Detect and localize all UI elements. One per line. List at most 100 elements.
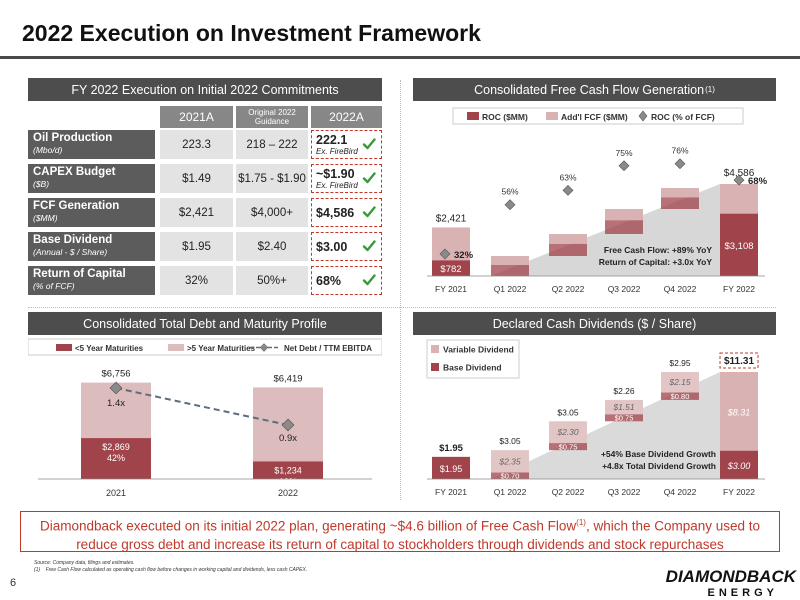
logo-line1: DIAMONDBACK bbox=[666, 567, 798, 586]
row-label-1: CAPEX Budget ($B) bbox=[28, 164, 155, 193]
cell-2022a-value: 68% bbox=[316, 273, 342, 288]
div-x-tick: Q3 2022 bbox=[608, 487, 641, 497]
row-label-sub: (Annual - $ / Share) bbox=[33, 247, 108, 257]
fcf-header: Consolidated Free Cash Flow Generation (1… bbox=[413, 78, 776, 101]
div-base-label: $0.75 bbox=[559, 443, 578, 452]
fcf-bar-roc bbox=[549, 243, 587, 256]
fcf-pct-marker bbox=[504, 199, 516, 211]
debt-short-label: $2,869 bbox=[102, 442, 130, 452]
div-legend-box bbox=[426, 339, 520, 379]
fcf-legend-box bbox=[452, 107, 744, 125]
div-bar-base bbox=[661, 392, 699, 400]
div-bar-base bbox=[720, 450, 758, 479]
fcf-pct-label: 76% bbox=[671, 146, 688, 156]
cell-2021a: 32% bbox=[160, 266, 233, 295]
cell-guidance: $1.75 - $1.90 bbox=[236, 164, 308, 193]
debt-legend-diamond bbox=[259, 343, 269, 352]
fcf-pct-label: 56% bbox=[501, 187, 518, 197]
div-total-label: $2.95 bbox=[669, 358, 691, 368]
fcf-pct-marker bbox=[733, 174, 745, 186]
col-2022a: 2022A bbox=[311, 106, 382, 128]
div-base-label: $1.95 bbox=[440, 464, 463, 474]
fcf-legend-addl: Add'l FCF ($MM) bbox=[561, 112, 628, 122]
row-label-sub: ($B) bbox=[33, 179, 50, 189]
debt-bar-short bbox=[253, 461, 323, 479]
div-base-label: $3.00 bbox=[727, 461, 751, 471]
div-variable-label: $2.15 bbox=[668, 377, 691, 387]
row-label-2: FCF Generation ($MM) bbox=[28, 198, 155, 227]
callout-sup: (1) bbox=[576, 518, 586, 527]
div-annotation-1: +54% Base Dividend Growth bbox=[601, 449, 716, 459]
div-bar-variable bbox=[605, 399, 643, 415]
check-icon bbox=[362, 172, 376, 184]
debt-header: Consolidated Total Debt and Maturity Pro… bbox=[28, 312, 382, 335]
logo-line2: ENERGY bbox=[708, 587, 778, 599]
div-bar-base bbox=[432, 456, 470, 479]
debt-legend-short: <5 Year Maturities bbox=[75, 344, 144, 353]
dividend-header-text: Declared Cash Dividends ($ / Share) bbox=[492, 316, 697, 331]
fcf-bar-roc bbox=[661, 197, 699, 209]
callout-text-1: Diamondback executed on its initial 2022… bbox=[39, 518, 577, 534]
footnote-1: (1) Free Cash Flow calculated as operati… bbox=[34, 567, 307, 574]
debt-legend-swatch-long bbox=[168, 344, 184, 351]
fcf-x-tick: Q2 2022 bbox=[552, 284, 585, 294]
fcf-pct-marker bbox=[439, 248, 451, 260]
debt-x-tick: 2021 bbox=[106, 488, 126, 498]
row-label-sub: (% of FCF) bbox=[33, 281, 75, 291]
cell-guidance: $4,000+ bbox=[236, 198, 308, 227]
fcf-x-tick: FY 2022 bbox=[723, 284, 755, 294]
debt-ratio-marker bbox=[109, 381, 123, 395]
div-total-label: $2.26 bbox=[613, 386, 635, 396]
cell-2022a-value: $3.00 bbox=[316, 239, 348, 254]
fcf-bar-roc bbox=[605, 220, 643, 234]
div-total-label: $1.95 bbox=[439, 443, 463, 454]
div-total-label: $11.31 bbox=[724, 356, 754, 367]
div-variable-label: $8.31 bbox=[727, 407, 751, 417]
div-bar-base bbox=[605, 414, 643, 422]
row-label-main: Return of Capital bbox=[33, 268, 126, 280]
col-guidance-line1: Original 2022 bbox=[248, 108, 296, 117]
fcf-legend-pct: ROC (% of FCF) bbox=[651, 112, 715, 122]
fcf-bar-addl bbox=[549, 234, 587, 244]
footnote-1-num: (1) bbox=[34, 567, 41, 573]
fcf-x-tick: Q1 2022 bbox=[494, 284, 527, 294]
fcf-annotation-2: Return of Capital: +3.0x YoY bbox=[599, 257, 713, 267]
div-variable-label: $2.30 bbox=[556, 427, 579, 437]
cell-2022a: 68% bbox=[311, 266, 382, 295]
fcf-pct-label: 68% bbox=[748, 176, 768, 187]
fcf-pct-label: 63% bbox=[559, 172, 576, 182]
summary-callout: Diamondback executed on its initial 2022… bbox=[20, 511, 780, 552]
check-icon bbox=[362, 274, 376, 286]
cell-guidance: 218 – 222 bbox=[236, 130, 308, 159]
fcf-x-tick: Q4 2022 bbox=[664, 284, 697, 294]
debt-chart: <5 Year Maturities >5 Year Maturities Net … bbox=[28, 338, 382, 498]
debt-total-label: $6,419 bbox=[273, 373, 302, 384]
cell-2021a: $2,421 bbox=[160, 198, 233, 227]
fcf-chart: ROC ($MM) Add'l FCF ($MM) ROC (% of FCF) $2… bbox=[427, 107, 768, 294]
div-legend-swatch-base bbox=[431, 363, 439, 371]
cell-2021a: 223.3 bbox=[160, 130, 233, 159]
div-variable-label: $1.51 bbox=[612, 402, 635, 412]
debt-legend-swatch-short bbox=[56, 344, 72, 351]
row-label-sub: (Mbo/d) bbox=[33, 145, 63, 155]
div-bar-variable bbox=[491, 450, 529, 473]
commitments-header-text: FY 2022 Execution on Initial 2022 Commit… bbox=[71, 82, 339, 97]
div-base-label: $0.70 bbox=[501, 472, 520, 481]
div-bar-base bbox=[549, 443, 587, 451]
col-guidance-line2: Guidance bbox=[254, 117, 290, 126]
fcf-header-sup: (1) bbox=[705, 85, 715, 94]
div-bar-variable bbox=[549, 421, 587, 444]
cell-2022a-note: Ex. FireBird bbox=[316, 181, 358, 190]
div-x-tick: Q4 2022 bbox=[664, 487, 697, 497]
dividend-chart: Variable Dividend Base Dividend $1.95 $1.95… bbox=[426, 339, 765, 497]
cell-2022a-value: ~$1.90 bbox=[316, 167, 355, 181]
fcf-bar-roc bbox=[491, 265, 529, 276]
div-x-tick: FY 2022 bbox=[723, 487, 755, 497]
check-icon bbox=[362, 138, 376, 150]
callout-text-2: , which the Company used to reduce gross… bbox=[76, 518, 761, 552]
fcf-x-tick: FY 2021 bbox=[435, 284, 467, 294]
cell-2022a-value: 222.1 bbox=[316, 133, 348, 147]
debt-bar-short bbox=[81, 438, 151, 479]
div-variable-label: $2.35 bbox=[498, 456, 521, 466]
fcf-pct-label: 32% bbox=[454, 250, 474, 261]
